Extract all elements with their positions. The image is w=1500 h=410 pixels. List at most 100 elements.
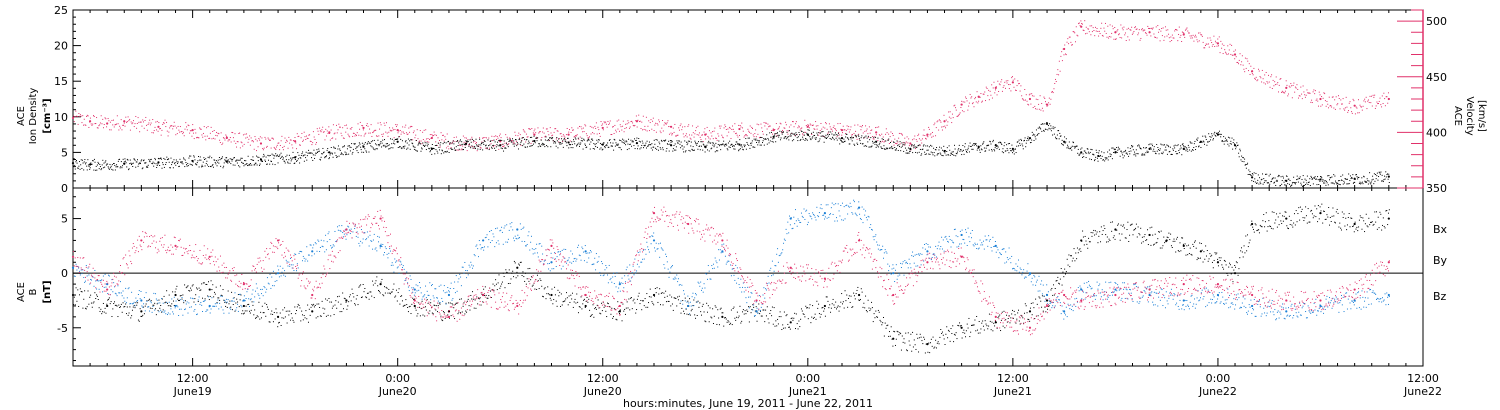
density-sample <box>660 148 662 150</box>
velocity-sample <box>993 81 995 83</box>
density-sample <box>1120 150 1122 152</box>
velocity-sample <box>644 125 646 127</box>
velocity-sample <box>1345 96 1347 98</box>
density-sample <box>484 140 486 142</box>
density-sample <box>1199 141 1201 143</box>
density-sample <box>803 132 805 134</box>
velocity-sample <box>557 130 559 132</box>
velocity-sample <box>757 133 759 135</box>
density-sample <box>1369 172 1371 174</box>
velocity-sample <box>1093 29 1095 31</box>
velocity-sample <box>950 117 952 119</box>
density-sample <box>1099 154 1101 156</box>
density-sample <box>1053 133 1055 135</box>
density-sample <box>842 141 844 143</box>
velocity-sample <box>788 126 790 128</box>
velocity-sample <box>219 142 221 144</box>
velocity-sample <box>966 100 968 102</box>
velocity-sample <box>145 116 147 118</box>
density-sample <box>1384 175 1386 177</box>
bx-sample <box>87 290 89 292</box>
velocity-sample <box>168 131 170 133</box>
density-sample <box>352 148 354 150</box>
bx-sample <box>196 288 198 290</box>
density-sample <box>1084 150 1086 152</box>
velocity-sample <box>622 120 624 122</box>
velocity-sample <box>925 137 927 139</box>
density-sample <box>744 146 746 148</box>
density-sample <box>1143 153 1145 155</box>
bx-sample <box>513 276 515 278</box>
velocity-sample <box>520 144 522 146</box>
density-sample <box>1244 164 1246 166</box>
velocity-sample <box>1161 35 1163 37</box>
bx-sample <box>474 299 476 301</box>
bx-sample <box>322 307 324 309</box>
density-sample <box>1348 183 1350 185</box>
velocity-sample <box>122 124 124 126</box>
velocity-sample <box>895 142 897 144</box>
density-sample <box>1186 147 1188 149</box>
velocity-sample <box>931 131 933 133</box>
density-sample <box>881 147 883 149</box>
density-sample <box>1294 183 1296 185</box>
density-sample <box>1025 146 1027 148</box>
bx-sample <box>98 307 100 309</box>
density-sample <box>1291 182 1293 184</box>
velocity-sample <box>767 123 769 125</box>
density-sample <box>966 152 968 154</box>
velocity-sample <box>1038 108 1040 110</box>
density-sample <box>637 145 639 147</box>
density-sample <box>878 146 880 148</box>
density-sample <box>442 150 444 152</box>
velocity-sample <box>613 132 615 134</box>
density-sample <box>455 149 457 151</box>
density-sample <box>899 141 901 143</box>
velocity-sample <box>445 147 447 149</box>
velocity-sample <box>1296 84 1298 86</box>
bx-sample <box>145 303 147 305</box>
density-sample <box>560 143 562 145</box>
density-sample <box>936 154 938 156</box>
velocity-sample <box>764 125 766 127</box>
density-sample <box>1112 147 1114 149</box>
density-sample <box>1269 173 1271 175</box>
density-sample <box>816 132 818 134</box>
density-sample <box>901 142 903 144</box>
density-sample <box>1087 151 1089 153</box>
bx-sample <box>415 309 417 311</box>
density-sample <box>1024 137 1026 139</box>
velocity-sample <box>1365 96 1367 98</box>
velocity-sample <box>582 131 584 133</box>
velocity-sample <box>701 134 703 136</box>
density-sample <box>607 142 609 144</box>
velocity-sample <box>451 143 453 145</box>
density-sample <box>983 141 985 143</box>
density-sample <box>779 130 781 132</box>
velocity-sample <box>942 126 944 128</box>
velocity-sample <box>747 128 749 130</box>
velocity-sample <box>876 126 878 128</box>
density-sample <box>126 158 128 160</box>
density-sample <box>294 159 296 161</box>
density-sample <box>692 149 694 151</box>
velocity-sample <box>486 148 488 150</box>
density-sample <box>641 144 643 146</box>
density-sample <box>750 144 752 146</box>
density-sample <box>1229 143 1231 145</box>
density-sample <box>75 160 77 162</box>
velocity-sample <box>369 132 371 134</box>
velocity-sample <box>805 131 807 133</box>
velocity-sample <box>842 125 844 127</box>
velocity-sample <box>128 120 130 122</box>
density-sample <box>939 146 941 148</box>
velocity-sample <box>1254 77 1256 79</box>
velocity-sample <box>1377 102 1379 104</box>
velocity-sample <box>1183 32 1185 34</box>
density-sample <box>540 145 542 147</box>
bx-sample <box>353 296 355 298</box>
velocity-sample <box>740 126 742 128</box>
velocity-sample <box>523 130 525 132</box>
bx-sample <box>148 299 150 301</box>
velocity-sample <box>1332 96 1334 98</box>
